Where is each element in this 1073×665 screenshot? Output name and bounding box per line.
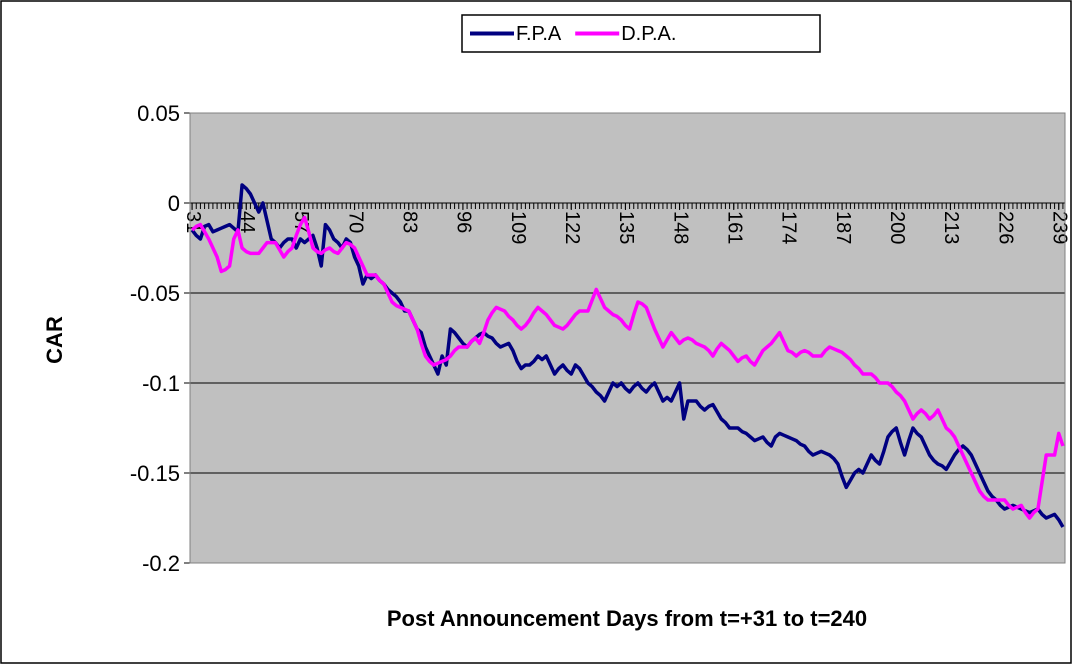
legend-label: F.P.A <box>516 23 562 45</box>
x-axis-title: Post Announcement Days from t=+31 to t=2… <box>387 606 867 631</box>
x-tick-label: 44 <box>236 211 258 233</box>
x-tick-label: 122 <box>561 211 583 244</box>
y-tick-label: -0.05 <box>130 281 180 306</box>
y-tick-label: -0.2 <box>142 551 180 576</box>
y-tick-label: 0 <box>168 191 180 216</box>
plot-area <box>189 112 1066 564</box>
x-tick-label: 96 <box>453 211 475 233</box>
x-tick-label: 174 <box>778 211 800 244</box>
y-tick-label: 0.05 <box>137 101 180 126</box>
x-tick-label: 70 <box>344 211 366 233</box>
x-tick-label: 226 <box>994 211 1016 244</box>
y-tick-label: -0.15 <box>130 461 180 486</box>
y-tick-label: -0.1 <box>142 371 180 396</box>
legend-label: D.P.A. <box>621 23 676 45</box>
x-tick-label: 213 <box>940 211 962 244</box>
x-tick-label: 239 <box>1048 211 1070 244</box>
x-tick-label: 135 <box>615 211 637 244</box>
x-tick-label: 161 <box>723 211 745 244</box>
x-tick-label: 148 <box>669 211 691 244</box>
x-tick-label: 187 <box>832 211 854 244</box>
x-tick-label: 109 <box>507 211 529 244</box>
x-tick-label: 83 <box>398 211 420 233</box>
series-line <box>190 183 1065 528</box>
x-tick-label: 31 <box>182 211 204 233</box>
plot-border <box>189 112 1066 564</box>
y-axis-title: CAR <box>42 316 67 364</box>
x-tick-label: 200 <box>886 211 908 244</box>
legend-box <box>461 14 821 53</box>
series-line <box>190 215 1065 520</box>
